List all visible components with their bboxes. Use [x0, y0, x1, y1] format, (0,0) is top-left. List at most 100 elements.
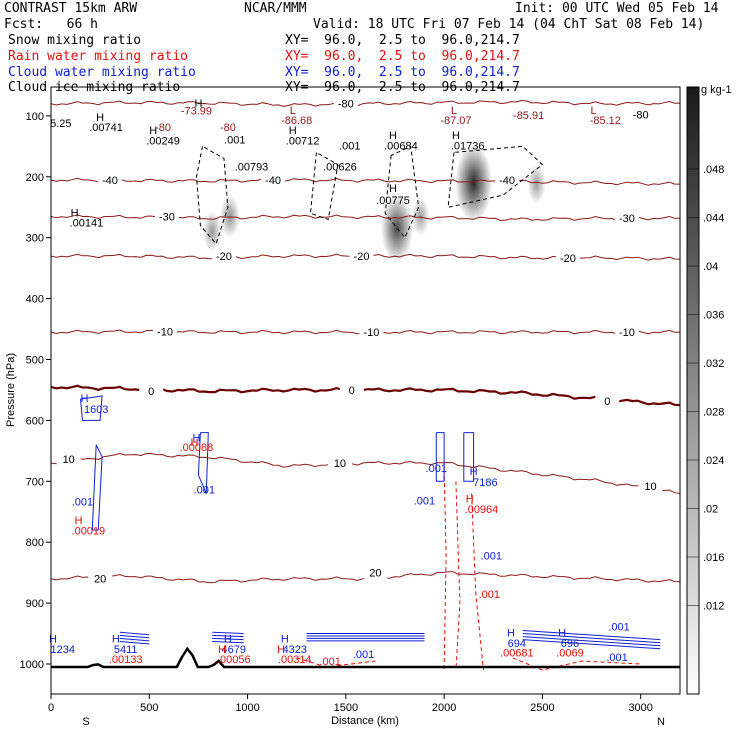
snow-shading-patch — [411, 196, 430, 236]
isotherm-label: -80 — [633, 110, 649, 122]
cloud-contour — [80, 395, 103, 421]
cloud-contour — [197, 432, 209, 494]
direction-south: S — [82, 716, 89, 728]
isotherm-label: 0 — [604, 396, 610, 408]
label-layer: H-73.995.25H.00741 H.00249-80 -80.001L-86.… — [49, 98, 630, 668]
isotherm-label: -40 — [499, 175, 515, 187]
contour-label: H — [281, 634, 289, 646]
isotherm-label: 0 — [148, 386, 154, 398]
colorbar: .048 .044 .04 .036 .032 .028 .024 .02 .016 .012 — [686, 86, 724, 695]
isotherm-label-bg — [153, 325, 178, 338]
contour-label: .001 — [224, 134, 245, 146]
cloud-contour — [212, 637, 244, 641]
x-tick-label: 3000 — [628, 702, 652, 714]
isotherm-label: 10 — [63, 454, 75, 466]
contour-label: H — [558, 628, 566, 640]
isotherm-layer: -80 -80 -40 -40 -40 -30 -30 -20 -20 -20 -10 -10 -10 0… — [51, 97, 680, 586]
cloud-contour — [212, 634, 244, 638]
isotherm-label: -30 — [619, 213, 635, 225]
colorbar-label: .016 — [703, 552, 724, 564]
field-rain-name: Rain water mixing ratio — [8, 49, 189, 64]
contour-label: -86.68 — [281, 115, 312, 127]
x-tick-label: 2000 — [432, 702, 456, 714]
isotherm-label: -10 — [619, 327, 635, 339]
contour-label: H — [192, 433, 200, 445]
ice-contour — [384, 145, 420, 239]
y-tick-label: 200 — [26, 172, 44, 184]
isotherm-label: -20 — [354, 251, 370, 263]
cloud-contour — [522, 639, 661, 650]
isotherm-label: -30 — [159, 211, 175, 223]
contour-label: .00684 — [384, 140, 418, 152]
x-tick-label: 1500 — [334, 702, 358, 714]
contour-label: .00964 — [465, 504, 499, 516]
y-tick-label: 400 — [26, 294, 44, 306]
snow-shading-patch — [527, 164, 546, 205]
axes-layer: 0 500 1000 1500 2000 2500 30001002003004005006… — [20, 111, 653, 714]
contour-label: .001 — [339, 140, 360, 152]
cloud-contour — [463, 432, 475, 482]
contour-label: .00775 — [376, 195, 410, 207]
contour-label: -85.91 — [513, 110, 544, 122]
cloud-contour — [522, 636, 661, 647]
contour-label: 4679 — [222, 644, 246, 656]
colorbar-label: .04 — [703, 261, 718, 273]
snow-shading-patch — [455, 143, 493, 222]
contour-label: .001 — [194, 484, 215, 496]
contour-label: -73.99 — [181, 106, 212, 118]
contour-label: .001 — [481, 550, 502, 562]
snow-shading-patch — [220, 194, 240, 238]
contour-label: .001 — [72, 497, 93, 509]
isotherm-label-bg — [495, 173, 520, 186]
contour-label: 5411 — [114, 644, 138, 656]
rain-contour — [455, 481, 461, 671]
contour-label: H — [289, 125, 297, 137]
colorbar-label: .012 — [703, 601, 724, 613]
contour-label: H — [452, 130, 460, 142]
contour-label: 694 — [508, 638, 526, 650]
isotherm-label-bg — [614, 212, 639, 225]
contour-label: H — [389, 183, 397, 195]
isotherm-label: 10 — [334, 458, 346, 470]
contour-label: H — [112, 634, 120, 646]
rain-contour — [471, 493, 484, 671]
contour-label: .001 — [479, 589, 500, 601]
isotherm-line — [51, 452, 680, 494]
x-tick-label: 500 — [140, 702, 158, 714]
header-fcst: Fcst: 66 h — [4, 17, 98, 32]
contour-label: H — [191, 437, 199, 449]
contour-label: .00793 — [235, 162, 269, 174]
x-tick-label: 1000 — [235, 702, 259, 714]
y-tick-label: 300 — [26, 233, 44, 245]
contour-label: H — [224, 634, 232, 646]
contour-label: 4323 — [282, 644, 306, 656]
contour-label: .0069 — [556, 648, 584, 660]
contour-label: H — [80, 393, 88, 405]
contour-label: L — [590, 105, 596, 117]
contour-label: H — [49, 634, 57, 646]
contour-label: .00626 — [323, 162, 357, 174]
field-cloud-xy: XY= 96.0, 2.5 to 96.0,214.7 — [285, 65, 520, 80]
x-axis-label: Distance (km) — [331, 715, 399, 727]
cloud-contour — [119, 637, 150, 642]
contour-label: L — [451, 105, 457, 117]
y-tick-label: 800 — [26, 537, 44, 549]
y-tick-label: 1000 — [20, 659, 44, 671]
y-tick-label: 900 — [26, 598, 44, 610]
contour-label: .00681 — [500, 648, 534, 660]
isotherm-label: -10 — [363, 327, 379, 339]
contour-label: H — [149, 125, 157, 137]
contour-label: .00133 — [109, 654, 143, 666]
contour-label: .00088 — [180, 442, 214, 454]
isotherm-label-bg — [349, 249, 374, 262]
isotherm-label: 20 — [369, 568, 381, 580]
colorbar-label: .036 — [703, 310, 724, 322]
isotherm-label: -10 — [157, 326, 173, 338]
contour-label: .00141 — [70, 218, 104, 230]
contour-label: L — [290, 105, 296, 117]
cloud-contour — [435, 432, 445, 482]
isotherm-label: -80 — [338, 99, 354, 111]
contour-label: -80 — [155, 122, 171, 134]
cloud-contour — [91, 444, 103, 531]
